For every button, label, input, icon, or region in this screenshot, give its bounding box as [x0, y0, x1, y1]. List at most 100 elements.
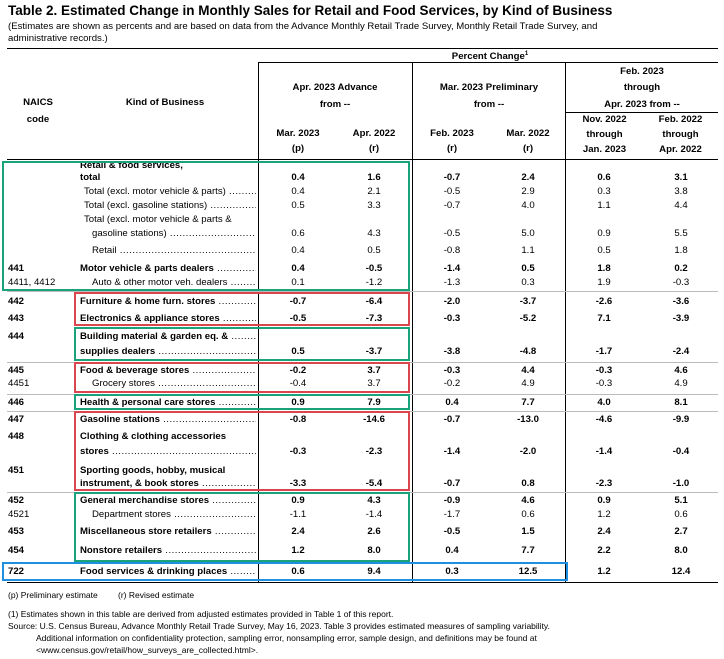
cell-value: 0.5: [291, 200, 305, 211]
kind-of-business: Food & beverage stores: [80, 365, 256, 377]
row-separator: [7, 492, 718, 493]
cell-value: -4.6: [595, 414, 613, 425]
naics-code: 454: [8, 545, 25, 556]
cell-value: 1.2: [291, 545, 305, 556]
cell-value: -1.2: [365, 277, 383, 288]
cell-value: 0.9: [291, 397, 305, 408]
naics-code: 447: [8, 414, 25, 425]
cell-value: -0.3: [443, 365, 461, 376]
kind-of-business: total: [80, 172, 101, 183]
cell-value: -0.3: [672, 277, 690, 288]
kind-of-business: Food services & drinking places: [80, 566, 256, 578]
naics-code: 444: [8, 331, 25, 342]
legend-revised: (r) Revised estimate: [118, 590, 195, 600]
kind-of-business: Department stores: [92, 509, 256, 521]
header-top-rule: [7, 48, 718, 49]
cell-value: 3.3: [367, 200, 381, 211]
group3-header-line2: through: [623, 82, 661, 93]
cell-value: 0.9: [291, 495, 305, 506]
cell-value: -0.4: [672, 446, 690, 457]
cell-value: -0.3: [595, 378, 613, 389]
row-separator: [7, 362, 718, 363]
row-separator: [7, 291, 718, 292]
cell-value: -2.4: [672, 346, 690, 357]
kind-of-business: Retail: [92, 245, 256, 257]
cell-value: -0.5: [289, 313, 307, 324]
cell-value: 7.9: [367, 397, 381, 408]
cell-value: -0.4: [289, 378, 307, 389]
kind-of-business: Retail & food services,: [80, 160, 183, 171]
cell-value: 0.5: [521, 263, 535, 274]
cell-value: -5.2: [519, 313, 537, 324]
group3-header-line3: Apr. 2023 from --: [604, 99, 680, 110]
cell-value: 3.7: [367, 378, 381, 389]
kind-of-business: supplies dealers: [80, 346, 256, 358]
cell-value: 1.6: [367, 172, 381, 183]
cell-value: 0.9: [597, 495, 611, 506]
naics-code: 442: [8, 296, 25, 307]
cell-value: 2.1: [367, 186, 381, 197]
cell-value: -1.7: [443, 509, 461, 520]
cell-value: -0.2: [289, 365, 307, 376]
kind-of-business: gasoline stations): [92, 228, 256, 240]
cell-value: 7.7: [521, 545, 535, 556]
cell-value: 2.4: [291, 526, 305, 537]
group2-header-line1: Mar. 2023 Preliminary: [439, 82, 539, 93]
cell-value: -5.4: [365, 478, 383, 489]
cell-value: 0.3: [445, 566, 459, 577]
naics-code: 441: [8, 263, 25, 274]
naics-code: 446: [8, 397, 25, 408]
col5-header-line2: through: [586, 129, 623, 140]
kind-of-business: Grocery stores: [92, 378, 256, 390]
cell-value: 5.1: [674, 495, 688, 506]
cell-value: -3.3: [289, 478, 307, 489]
cell-value: 0.6: [597, 172, 611, 183]
cell-value: -0.5: [443, 186, 461, 197]
cell-value: 0.4: [291, 186, 305, 197]
cell-value: 3.1: [674, 172, 688, 183]
cell-value: -0.9: [443, 495, 461, 506]
kind-of-business: Total (excl. gasoline stations): [84, 200, 256, 212]
legend-preliminary: (p) Preliminary estimate: [8, 590, 98, 600]
col3-header-line1: Feb. 2023: [430, 128, 474, 139]
cell-value: 8.0: [367, 545, 381, 556]
cell-value: 0.9: [597, 228, 611, 239]
kind-of-business: stores: [80, 446, 256, 458]
code-header: code: [26, 114, 50, 125]
cell-value: -2.3: [365, 446, 383, 457]
cell-value: 4.4: [674, 200, 688, 211]
cell-value: 4.9: [521, 378, 535, 389]
group-underline: [566, 112, 718, 113]
cell-value: 1.1: [521, 245, 535, 256]
cell-value: 0.5: [291, 346, 305, 357]
cell-value: -1.4: [443, 446, 461, 457]
cell-value: 0.4: [291, 245, 305, 256]
naics-code: 452: [8, 495, 25, 506]
col2-header-line1: Apr. 2022: [352, 128, 396, 139]
naics-code: 443: [8, 313, 25, 324]
cell-value: 2.6: [367, 526, 381, 537]
percent-change-rule: [258, 62, 718, 63]
cell-value: 8.1: [674, 397, 688, 408]
col4-header-line1: Mar. 2022: [506, 128, 550, 139]
cell-value: -0.5: [443, 228, 461, 239]
cell-value: -0.8: [289, 414, 307, 425]
cell-value: -1.1: [289, 509, 307, 520]
kind-of-business: Furniture & home furn. stores: [80, 296, 256, 308]
group1-header-line1: Apr. 2023 Advance: [292, 82, 378, 93]
cell-value: -3.6: [672, 296, 690, 307]
col6-header-line2: through: [662, 129, 699, 140]
kind-of-business: Gasoline stations: [80, 414, 256, 426]
kind-of-business: Total (excl. motor vehicle & parts &: [84, 214, 232, 225]
cell-value: -9.9: [672, 414, 690, 425]
footnote-marker: 1: [524, 51, 529, 57]
cell-value: -0.3: [595, 365, 613, 376]
cell-value: -1.4: [365, 509, 383, 520]
naics-code: 445: [8, 365, 25, 376]
cell-value: -2.3: [595, 478, 613, 489]
cell-value: -3.7: [365, 346, 383, 357]
kind-of-business: Building material & garden eq. &: [80, 331, 256, 343]
cell-value: 3.8: [674, 186, 688, 197]
cell-value: 2.9: [521, 186, 535, 197]
cell-value: 3.7: [367, 365, 381, 376]
